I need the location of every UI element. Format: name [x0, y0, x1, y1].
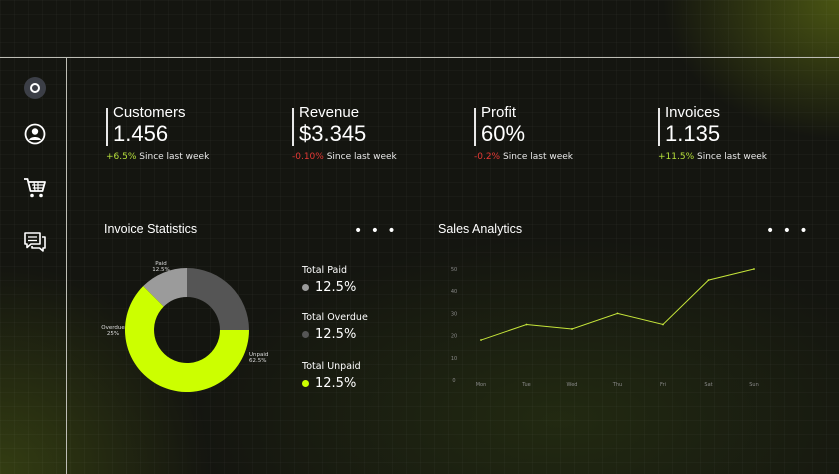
- y-tick-label: 30: [451, 311, 457, 317]
- invoice-donut-chart: Paid 12.5% Overdue 25% Unpaid 62.5%: [101, 261, 268, 392]
- stat-label: Customers: [113, 104, 186, 121]
- invoice-more-button[interactable]: • • •: [354, 223, 398, 239]
- sales-data-point: [480, 339, 482, 341]
- invoice-statistics-title: Invoice Statistics: [104, 222, 198, 236]
- legend-value: 12.5%: [315, 280, 357, 295]
- stat-delta-row: -0.2% Since last week: [474, 152, 573, 162]
- stat-label: Invoices: [665, 104, 721, 121]
- stat-value: 1.456: [113, 121, 169, 146]
- sales-series-line: [480, 268, 755, 341]
- x-tick-label: Mon: [476, 382, 487, 388]
- stat-delta-row: +6.5% Since last week: [106, 152, 209, 162]
- legend-value-row: 12.5%: [302, 327, 422, 342]
- legend-item-unpaid: Total Unpaid 12.5%: [302, 361, 422, 391]
- donut-label-paid: Paid 12.5%: [152, 261, 169, 273]
- legend-value-row: 12.5%: [302, 376, 422, 391]
- y-tick-label: 40: [451, 289, 457, 295]
- x-tick-label: Tue: [521, 382, 531, 388]
- legend-value: 12.5%: [315, 376, 357, 391]
- cart-icon: [24, 178, 46, 198]
- stat-delta-row: +11.5% Since last week: [658, 152, 767, 162]
- y-tick-label: 10: [451, 356, 457, 362]
- legend-swatch: [302, 331, 309, 338]
- donut-slice-paid: [143, 268, 187, 307]
- sidebar-divider: [66, 57, 67, 474]
- legend-value: 12.5%: [315, 327, 357, 342]
- chat-icon: [24, 232, 46, 252]
- y-tick-label: 50: [451, 267, 457, 273]
- stat-delta-note: Since last week: [503, 152, 574, 162]
- legend-label: Total Unpaid: [302, 361, 361, 372]
- stat-accent-bar: [474, 108, 476, 146]
- legend-item-paid: Total Paid 12.5%: [302, 265, 422, 295]
- donut-slice-unpaid: [125, 286, 249, 392]
- header-divider: [0, 57, 839, 58]
- legend-swatch: [302, 380, 309, 387]
- stat-delta-note: Since last week: [326, 152, 397, 162]
- legend-value-row: 12.5%: [302, 280, 422, 295]
- stat-delta: -0.10%: [292, 152, 324, 162]
- sidebar-item-cart[interactable]: [22, 175, 48, 201]
- sales-data-point: [707, 279, 710, 281]
- sales-data-point: [525, 323, 528, 326]
- stat-delta: -0.2%: [474, 152, 501, 162]
- sales-data-point: [571, 328, 573, 330]
- stat-accent-bar: [658, 108, 660, 146]
- sidebar: [0, 58, 66, 474]
- legend-label: Total Paid: [302, 265, 347, 276]
- stat-accent-bar: [106, 108, 108, 146]
- stat-value: 1.135: [665, 121, 721, 146]
- y-tick-label: 20: [451, 334, 457, 340]
- sales-data-point: [753, 268, 755, 270]
- y-tick-label: 0: [452, 378, 455, 384]
- stat-delta-note: Since last week: [139, 152, 210, 162]
- stat-delta: +11.5%: [658, 152, 695, 162]
- stat-label: Profit: [481, 104, 517, 121]
- x-tick-label: Thu: [612, 382, 622, 388]
- x-tick-label: Fri: [660, 382, 666, 388]
- legend-item-overdue: Total Overdue 12.5%: [302, 312, 422, 342]
- sidebar-item-messages[interactable]: [22, 229, 48, 255]
- sidebar-item-logo[interactable]: [22, 75, 48, 101]
- x-tick-label: Wed: [567, 382, 578, 388]
- sidebar-item-profile[interactable]: [22, 121, 48, 147]
- sales-analytics-title: Sales Analytics: [438, 222, 523, 236]
- stat-label: Revenue: [299, 104, 360, 121]
- stat-delta: +6.5%: [106, 152, 137, 162]
- stat-delta-row: -0.10% Since last week: [292, 152, 397, 162]
- legend-swatch: [302, 284, 309, 291]
- sales-line-chart: 0 10 20 30 40 50 Mon Tue Wed Thu Fri Sat Sun: [451, 267, 759, 388]
- donut-label-overdue: Overdue 25%: [101, 325, 125, 337]
- stat-accent-bar: [292, 108, 294, 146]
- stat-value: $3.345: [299, 121, 367, 146]
- sales-data-point: [662, 323, 664, 326]
- donut-label-unpaid: Unpaid 62.5%: [249, 352, 268, 364]
- x-tick-label: Sat: [704, 382, 712, 388]
- stat-value: 60%: [481, 121, 526, 146]
- legend-label: Total Overdue: [302, 312, 368, 323]
- sales-data-point: [616, 312, 619, 315]
- sales-more-button[interactable]: • • •: [766, 223, 810, 239]
- donut-slice-overdue: [187, 268, 249, 330]
- circle-logo-icon: [24, 77, 46, 99]
- x-tick-label: Sun: [749, 382, 759, 388]
- user-icon: [24, 123, 46, 145]
- stat-delta-note: Since last week: [697, 152, 768, 162]
